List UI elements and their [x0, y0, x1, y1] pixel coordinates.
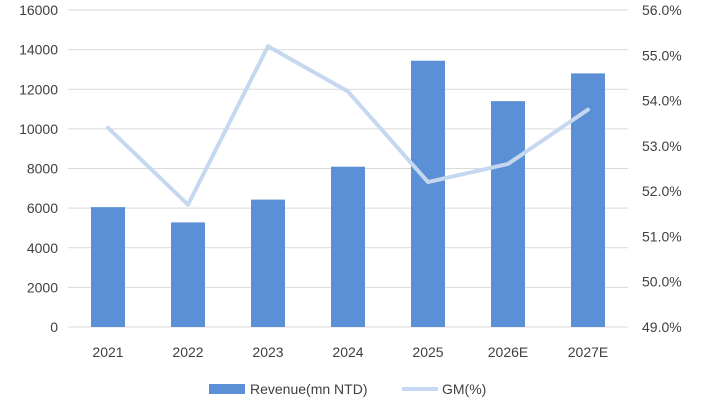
right-tick-label: 50.0%	[642, 274, 682, 290]
left-axis-ticks: 0 2000 4000 6000 8000 10000 12000 14000 16000	[19, 2, 58, 335]
right-tick-label: 55.0%	[642, 47, 682, 63]
revenue-bar-2021	[91, 207, 125, 327]
x-tick-label: 2023	[252, 344, 283, 360]
left-tick-label: 4000	[27, 240, 58, 256]
left-tick-label: 16000	[19, 2, 58, 18]
x-tick-label: 2022	[172, 344, 203, 360]
right-tick-label: 49.0%	[642, 319, 682, 335]
legend-revenue-label: Revenue(mn NTD)	[250, 381, 367, 397]
revenue-bar-2022	[171, 222, 205, 327]
left-tick-label: 14000	[19, 42, 58, 58]
revenue-bar-2026E	[491, 101, 525, 327]
x-tick-label: 2027E	[568, 344, 608, 360]
right-tick-label: 52.0%	[642, 183, 682, 199]
gm-line	[106, 44, 590, 207]
x-tick-label: 2025	[412, 344, 443, 360]
left-tick-label: 0	[50, 319, 58, 335]
x-axis-ticks: 2021 2022 2023 2024 2025 2026E 2027E	[92, 344, 608, 360]
left-tick-label: 12000	[19, 81, 58, 97]
revenue-bars	[91, 60, 605, 328]
right-tick-label: 51.0%	[642, 228, 682, 244]
revenue-bar-2023	[251, 199, 285, 327]
x-tick-label: 2026E	[488, 344, 528, 360]
right-axis-ticks: 49.0% 50.0% 51.0% 52.0% 53.0% 54.0% 55.0% 56.0%	[642, 2, 682, 335]
x-tick-label: 2021	[92, 344, 123, 360]
x-tick-label: 2024	[332, 344, 363, 360]
right-tick-label: 53.0%	[642, 138, 682, 154]
legend: Revenue(mn NTD) GM(%)	[209, 381, 486, 397]
left-tick-label: 8000	[27, 161, 58, 177]
revenue-bar-2024	[331, 166, 365, 327]
legend-revenue-swatch	[209, 384, 245, 394]
right-tick-label: 54.0%	[642, 93, 682, 109]
revenue-bar-2025	[411, 60, 445, 327]
right-tick-label: 56.0%	[642, 2, 682, 18]
left-tick-label: 10000	[19, 121, 58, 137]
legend-gm-label: GM(%)	[442, 381, 486, 397]
left-tick-label: 2000	[27, 279, 58, 295]
left-tick-label: 6000	[27, 200, 58, 216]
